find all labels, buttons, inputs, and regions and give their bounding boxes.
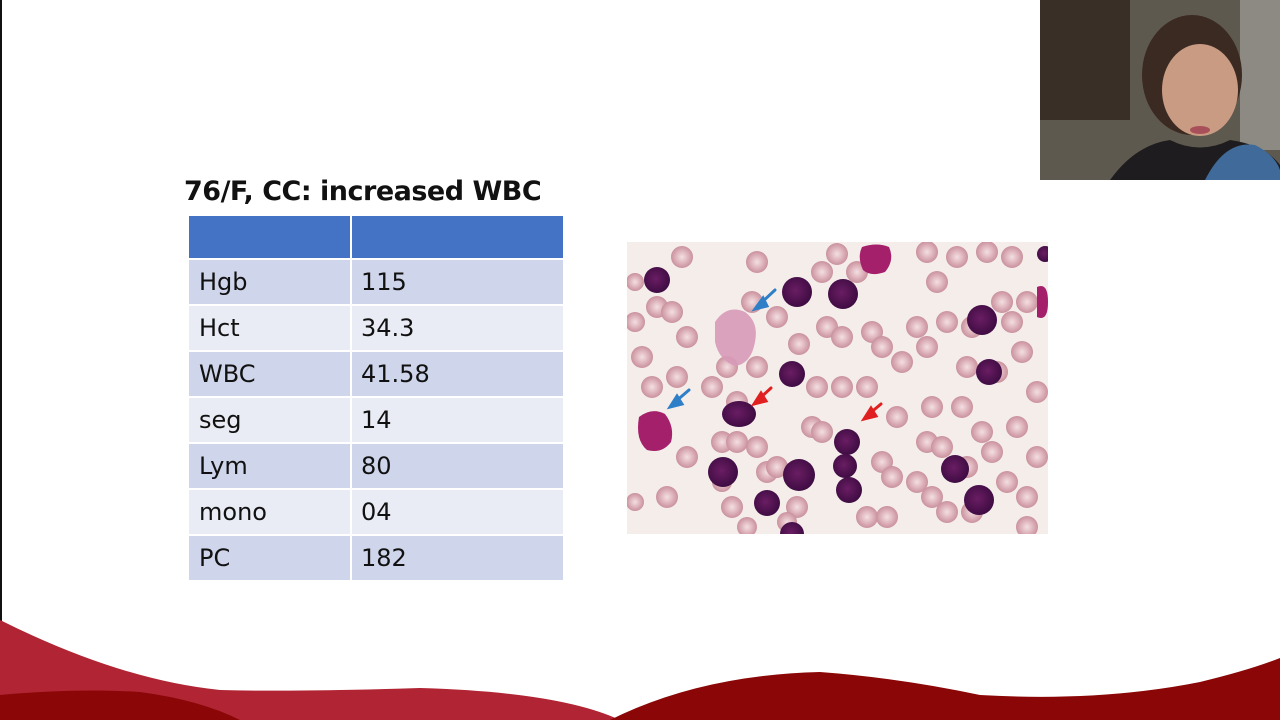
lab-label: seg bbox=[189, 398, 352, 444]
presenter-webcam bbox=[1040, 0, 1280, 180]
lab-results-table: Hgb 115 Hct 34.3 WBC 41.58 seg 14 Lym 80… bbox=[189, 216, 565, 582]
lab-label: WBC bbox=[189, 352, 352, 398]
decorative-wave-footer bbox=[0, 620, 1280, 720]
lab-value: 04 bbox=[352, 490, 565, 536]
table-row: Lym 80 bbox=[189, 444, 565, 490]
presenter-video-feed bbox=[1040, 0, 1280, 180]
table-header-cell bbox=[352, 216, 565, 260]
table-row: seg 14 bbox=[189, 398, 565, 444]
table-row: mono 04 bbox=[189, 490, 565, 536]
lab-value: 182 bbox=[352, 536, 565, 582]
table-row: WBC 41.58 bbox=[189, 352, 565, 398]
lab-label: PC bbox=[189, 536, 352, 582]
table-row: PC 182 bbox=[189, 536, 565, 582]
lab-value: 41.58 bbox=[352, 352, 565, 398]
lab-value: 80 bbox=[352, 444, 565, 490]
blood-smear-image bbox=[627, 242, 1048, 534]
lab-label: mono bbox=[189, 490, 352, 536]
lab-label: Hgb bbox=[189, 260, 352, 306]
table-header-cell bbox=[189, 216, 352, 260]
table-header-row bbox=[189, 216, 565, 260]
slide-title: 76/F, CC: increased WBC bbox=[184, 176, 542, 207]
table-row: Hgb 115 bbox=[189, 260, 565, 306]
lab-value: 115 bbox=[352, 260, 565, 306]
lab-label: Lym bbox=[189, 444, 352, 490]
lab-value: 14 bbox=[352, 398, 565, 444]
lab-value: 34.3 bbox=[352, 306, 565, 352]
window-edge bbox=[0, 0, 2, 720]
lab-label: Hct bbox=[189, 306, 352, 352]
table-row: Hct 34.3 bbox=[189, 306, 565, 352]
blood-smear-illustration bbox=[627, 242, 1048, 534]
